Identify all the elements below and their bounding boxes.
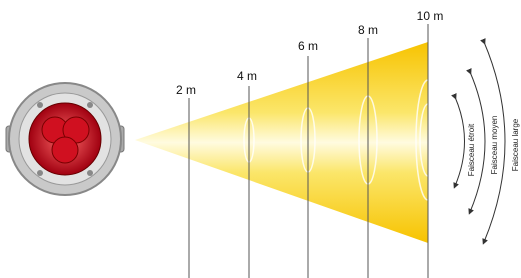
beam-label: Faisceau large <box>511 118 520 171</box>
distance-label: 10 m <box>417 9 444 23</box>
distance-label: 4 m <box>237 69 257 83</box>
distance-label: 2 m <box>176 83 196 97</box>
lamp <box>6 83 124 195</box>
beam-label: Faisceau étroit <box>467 123 476 176</box>
beam-label: Faisceau moyen <box>490 116 499 175</box>
distance-label: 8 m <box>358 23 378 37</box>
distance-label: 6 m <box>298 39 318 53</box>
beam-diagram: 2 m 4 m 6 m 8 m 10 m Faisceau étroit Fai… <box>0 0 521 278</box>
light-cone <box>135 42 428 243</box>
